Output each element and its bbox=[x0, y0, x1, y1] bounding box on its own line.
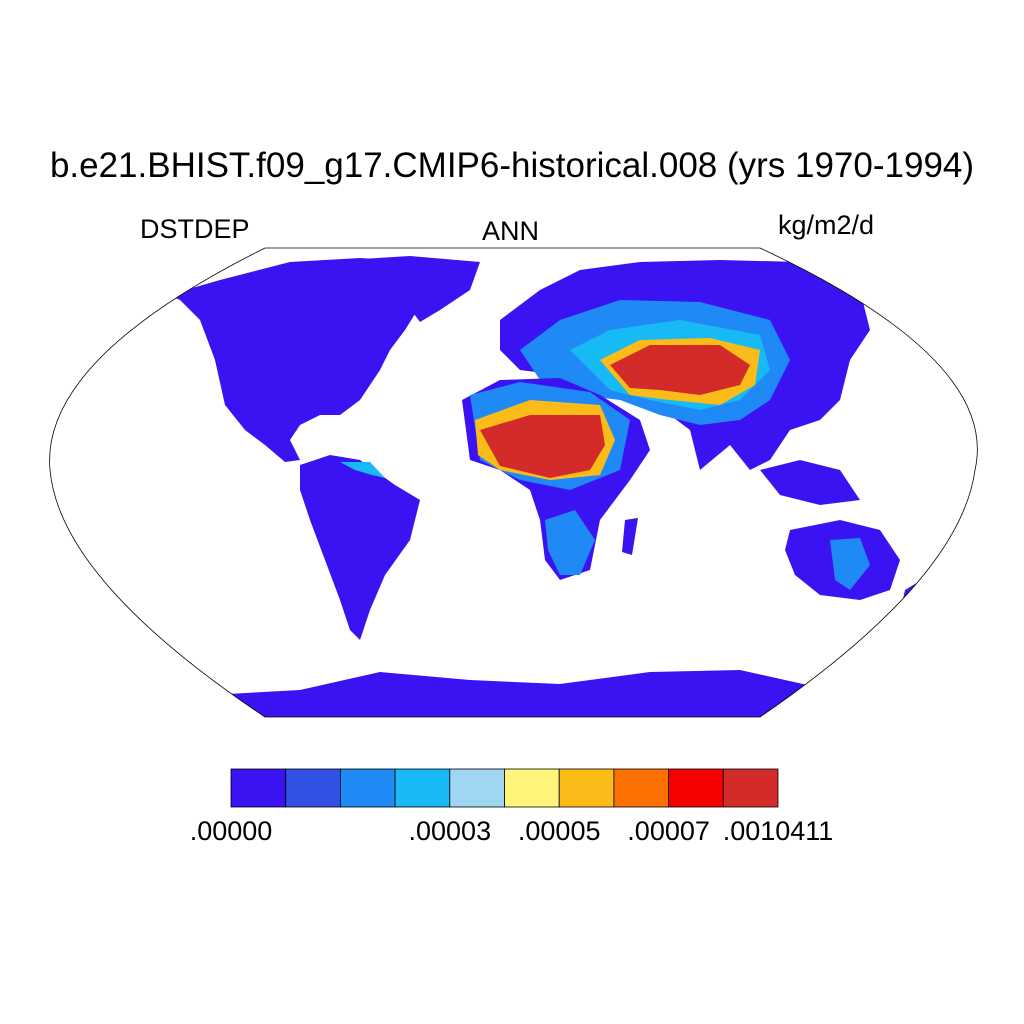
north-america bbox=[168, 258, 470, 462]
colorbar-box-2 bbox=[339, 768, 396, 808]
colorbar-box-6 bbox=[558, 768, 615, 808]
colorbar-tick-label: .0010411 bbox=[722, 816, 834, 846]
southern-africa-dust bbox=[545, 510, 595, 575]
colorbar-box-9 bbox=[722, 768, 779, 808]
variable-name: DSTDEP bbox=[140, 214, 250, 244]
colorbar-box-4 bbox=[449, 768, 505, 808]
plot-title: b.e21.BHIST.f09_g17.CMIP6-historical.008… bbox=[49, 146, 975, 185]
colorbar-tick-label: .00000 bbox=[189, 816, 273, 846]
colorbar-box-0 bbox=[230, 768, 287, 808]
colorbar-box-8 bbox=[668, 768, 724, 808]
colorbar-box-1 bbox=[285, 768, 341, 808]
units-label: kg/m2/d bbox=[778, 210, 875, 240]
madagascar bbox=[622, 518, 638, 555]
south-america bbox=[300, 455, 420, 640]
colorbar-box-3 bbox=[394, 768, 451, 808]
season-label: ANN bbox=[482, 216, 540, 246]
colorbar-tick-label: .00005 bbox=[517, 816, 601, 846]
south-america-coast bbox=[340, 462, 385, 478]
sahara-dust-core bbox=[480, 415, 605, 478]
colorbar-box-5 bbox=[504, 768, 560, 808]
australia-dust bbox=[830, 538, 870, 590]
greenland bbox=[345, 256, 480, 322]
antarctica bbox=[210, 670, 830, 717]
colorbar-tick-label: .00003 bbox=[408, 816, 492, 846]
maritime-continent bbox=[760, 460, 860, 505]
colorbar-tick-label: .00007 bbox=[627, 816, 710, 846]
colorbar-box-7 bbox=[613, 768, 670, 808]
globe-outline bbox=[49, 247, 978, 718]
asia-dust-core bbox=[610, 345, 750, 395]
